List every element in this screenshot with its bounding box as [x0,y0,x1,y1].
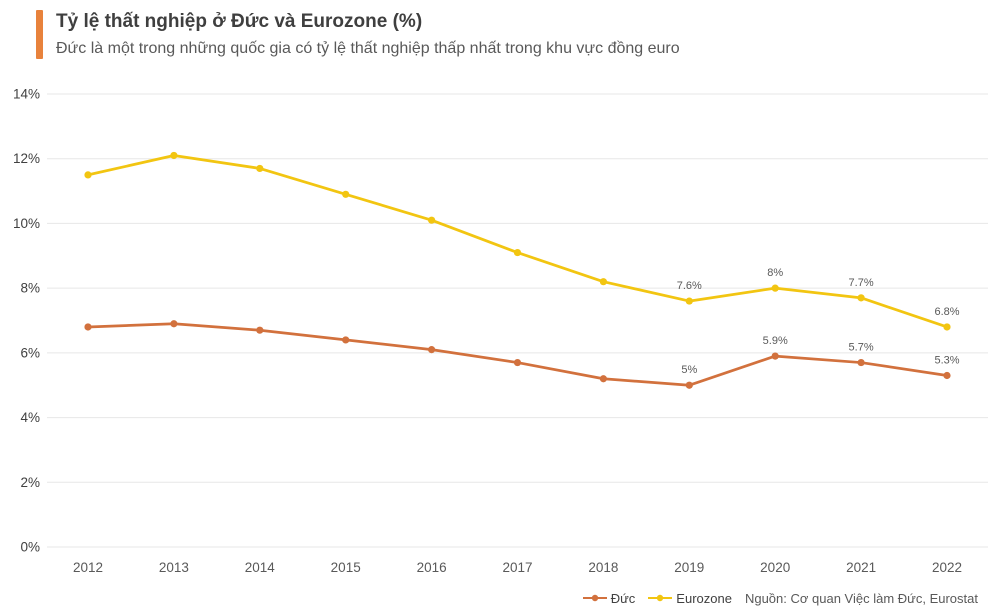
y-tick-label: 14% [13,87,40,102]
x-tick-label: 2015 [331,560,361,575]
legend-label-eurozone: Eurozone [676,590,732,606]
x-tick-label: 2022 [932,560,962,575]
series-marker [342,190,350,198]
x-tick-label: 2021 [846,560,876,575]
x-tick-label: 2018 [588,560,618,575]
source-note: Nguồn: Cơ quan Việc làm Đức, Eurostat [744,590,978,606]
series-marker [170,320,178,328]
series-marker [599,278,608,286]
point-label: 6.8% [934,306,959,318]
series-marker [857,358,865,367]
point-label: 5.3% [934,355,959,367]
series-marker [685,381,693,389]
series-marker [428,216,436,224]
series-marker [513,358,522,367]
legend-label-duc: Đức [610,590,636,606]
series-marker [84,171,92,179]
x-tick-label: 2017 [502,560,532,575]
point-label: 8% [767,267,783,279]
y-tick-label: 4% [20,410,40,425]
y-tick-label: 0% [20,540,40,555]
eurozone-line-marker-icon [648,594,673,602]
series-marker [771,352,779,360]
y-tick-label: 8% [20,281,40,296]
point-label: 5.7% [849,342,874,354]
x-tick-label: 2013 [159,560,189,575]
x-tick-label: 2012 [73,560,103,575]
series-marker [685,297,693,305]
chart-footer: Đức Eurozone Nguồn: Cơ quan Việc làm Đức… [582,589,978,607]
y-tick-label: 6% [20,345,40,360]
series-marker [342,336,350,344]
series-marker [428,346,436,354]
chart-header: Tỷ lệ thất nghiệp ở Đức và Eurozone (%) … [36,10,680,60]
x-tick-label: 2014 [245,560,276,575]
series-marker [857,294,865,302]
title-accent-bar [36,10,43,60]
duc-line-marker-icon [582,594,607,602]
series-marker [84,323,92,331]
x-tick-label: 2016 [417,560,447,575]
series-marker [943,371,951,380]
page-title: Tỷ lệ thất nghiệp ở Đức và Eurozone (%) [56,11,423,32]
point-label: 5.9% [763,335,788,347]
series-marker [943,323,951,331]
y-tick-label: 2% [20,475,40,490]
y-tick-label: 10% [13,216,40,231]
legend-item-duc: Đức [582,590,636,606]
series-marker [771,284,779,292]
y-tick-label: 12% [13,151,40,166]
point-label: 7.6% [677,280,702,292]
series-line-Eurozone [86,154,949,329]
legend-item-eurozone: Eurozone [648,591,732,606]
x-tick-label: 2019 [674,560,704,575]
series-marker [256,164,264,173]
series-line-Đức [86,322,949,387]
point-label: 5% [681,364,697,376]
x-tick-label: 2020 [760,560,790,575]
series-marker [170,151,178,160]
series-marker [599,375,608,383]
series-marker [513,248,522,257]
page-subtitle: Đức là một trong những quốc gia có tỷ lệ… [56,39,680,57]
header-text: Tỷ lệ thất nghiệp ở Đức và Eurozone (%) … [56,10,680,59]
point-label: 7.7% [849,277,874,289]
series-marker [256,326,264,334]
